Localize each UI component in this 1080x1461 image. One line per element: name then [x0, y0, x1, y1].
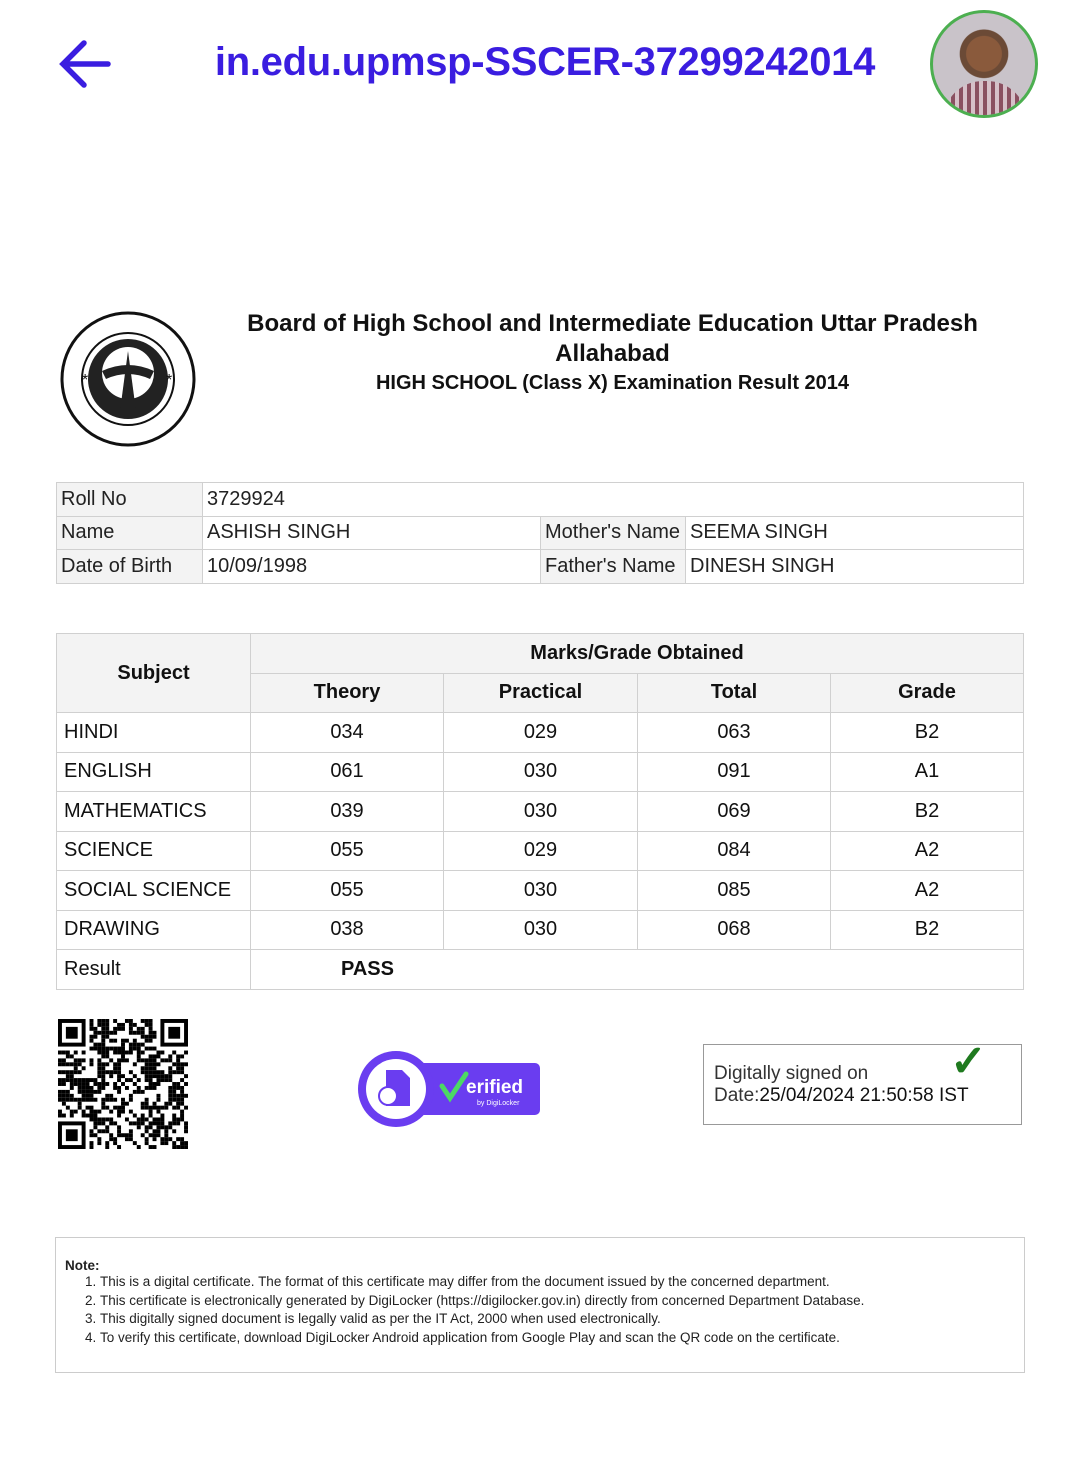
name-label: Name — [56, 515, 203, 550]
table-row: MATHEMATICS 039 030 069 B2 — [56, 791, 1024, 832]
note-title: Note: — [65, 1258, 100, 1273]
grade-cell: A2 — [830, 830, 1024, 871]
name-value: ASHISH SINGH — [202, 515, 541, 550]
theory-cell: 038 — [250, 909, 444, 950]
roll-label: Roll No — [56, 482, 203, 517]
grade-cell: A2 — [830, 870, 1024, 911]
practical-cell: 030 — [443, 751, 638, 792]
board-name: Board of High School and Intermediate Ed… — [247, 310, 978, 337]
theory-header: Theory — [250, 672, 444, 713]
exam-title: HIGH SCHOOL (Class X) Examination Result… — [375, 372, 850, 394]
signed-date: 25/04/2024 21:50:58 IST — [759, 1085, 969, 1106]
signed-on-text: Digitally signed on — [714, 1063, 869, 1084]
dob-label: Date of Birth — [56, 549, 203, 584]
student-info-table: Roll No 3729924 Name ASHISH SINGH Mother… — [56, 482, 1024, 584]
note-box: Note: This is a digital certificate. The… — [55, 1237, 1025, 1373]
subject-header: Subject — [56, 633, 251, 713]
board-city: Allahabad — [555, 340, 670, 367]
table-row: DRAWING 038 030 068 B2 — [56, 909, 1024, 950]
marks-table: Subject Marks/Grade Obtained Theory Prac… — [56, 633, 1024, 990]
verified-by-digilocker-badge: erified by DigiLocker — [358, 1051, 540, 1127]
dob-value: 10/09/1998 — [202, 549, 541, 584]
note-item: To verify this certificate, download Dig… — [100, 1329, 1024, 1348]
qr-code — [58, 1019, 188, 1149]
total-cell: 085 — [637, 870, 831, 911]
table-row: ENGLISH 061 030 091 A1 — [56, 751, 1024, 792]
grade-cell: B2 — [830, 909, 1024, 950]
verified-by-text: by DigiLocker — [477, 1100, 520, 1107]
date-label: Date: — [714, 1085, 760, 1106]
practical-cell: 030 — [443, 791, 638, 832]
subject-cell: SCIENCE — [56, 830, 251, 871]
result-label: Result — [56, 949, 251, 990]
svg-text:*: * — [166, 372, 172, 389]
avatar[interactable] — [930, 10, 1038, 118]
arrow-left-icon[interactable] — [58, 38, 112, 90]
note-item: This digitally signed document is legall… — [100, 1310, 1024, 1329]
total-cell: 084 — [637, 830, 831, 871]
mother-label: Mother's Name — [540, 515, 686, 550]
svg-text:*: * — [82, 372, 88, 389]
theory-cell: 034 — [250, 712, 444, 753]
result-value: PASS — [250, 949, 1024, 990]
table-row: SOCIAL SCIENCE 055 030 085 A2 — [56, 870, 1024, 911]
result-row: Result PASS — [56, 949, 1024, 990]
note-item: This is a digital certificate. The forma… — [100, 1273, 1024, 1292]
mother-value: SEEMA SINGH — [685, 515, 1024, 550]
theory-cell: 055 — [250, 870, 444, 911]
theory-cell: 061 — [250, 751, 444, 792]
marks-group-header: Marks/Grade Obtained — [250, 633, 1024, 674]
grade-cell: B2 — [830, 791, 1024, 832]
practical-cell: 029 — [443, 712, 638, 753]
table-row: HINDI 034 029 063 B2 — [56, 712, 1024, 753]
grade-cell: A1 — [830, 751, 1024, 792]
subject-cell: MATHEMATICS — [56, 791, 251, 832]
grade-cell: B2 — [830, 712, 1024, 753]
roll-value: 3729924 — [202, 482, 1024, 517]
note-item: This certificate is electronically gener… — [100, 1292, 1024, 1311]
verified-text: erified — [466, 1077, 523, 1098]
theory-cell: 055 — [250, 830, 444, 871]
practical-cell: 029 — [443, 830, 638, 871]
subject-cell: SOCIAL SCIENCE — [56, 870, 251, 911]
table-row: Roll No 3729924 — [56, 482, 1024, 517]
father-value: DINESH SINGH — [685, 549, 1024, 584]
total-header: Total — [637, 672, 831, 713]
total-cell: 063 — [637, 712, 831, 753]
board-seal-logo: * * — [60, 311, 196, 447]
subject-cell: HINDI — [56, 712, 251, 753]
table-row: Date of Birth 10/09/1998 Father's Name D… — [56, 549, 1024, 584]
practical-header: Practical — [443, 672, 638, 713]
table-row: SCIENCE 055 029 084 A2 — [56, 830, 1024, 871]
subject-cell: DRAWING — [56, 909, 251, 950]
practical-cell: 030 — [443, 870, 638, 911]
document-title: in.edu.upmsp-SSCER-37299242014 — [214, 40, 876, 84]
total-cell: 068 — [637, 909, 831, 950]
table-row: Name ASHISH SINGH Mother's Name SEEMA SI… — [56, 515, 1024, 550]
digital-signature-box: Digitally signed on Date:25/04/2024 21:5… — [703, 1044, 1022, 1125]
total-cell: 069 — [637, 791, 831, 832]
check-icon: ✓ — [950, 1037, 987, 1086]
subject-cell: ENGLISH — [56, 751, 251, 792]
grade-header: Grade — [830, 672, 1024, 713]
father-label: Father's Name — [540, 549, 686, 584]
theory-cell: 039 — [250, 791, 444, 832]
total-cell: 091 — [637, 751, 831, 792]
practical-cell: 030 — [443, 909, 638, 950]
